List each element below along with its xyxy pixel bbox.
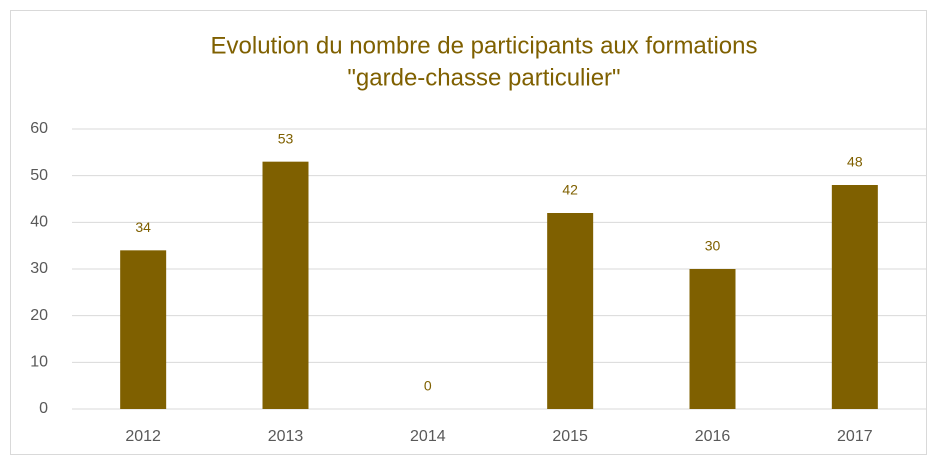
x-tick-label: 2015: [552, 428, 588, 445]
data-label: 30: [705, 238, 721, 254]
x-tick-label: 2013: [268, 428, 304, 445]
y-tick-label: 0: [39, 400, 48, 417]
data-label: 48: [847, 154, 863, 170]
data-label: 53: [278, 130, 294, 146]
bar: [120, 250, 167, 409]
x-tick-label: 2014: [410, 428, 446, 445]
x-tick-label: 2012: [125, 428, 161, 445]
y-tick-label: 20: [30, 307, 48, 324]
x-tick-label: 2017: [837, 428, 873, 445]
data-label: 34: [135, 219, 151, 235]
bar: [689, 269, 736, 409]
y-tick-label: 60: [30, 120, 48, 137]
bar: [547, 213, 594, 409]
bar: [831, 185, 878, 409]
data-label: 0: [424, 378, 432, 394]
y-tick-label: 30: [30, 260, 48, 277]
y-tick-label: 40: [30, 214, 48, 231]
bar: [262, 161, 309, 409]
x-tick-label: 2016: [695, 428, 731, 445]
data-label: 42: [562, 182, 578, 198]
y-tick-label: 50: [30, 167, 48, 184]
chart-title: "garde-chasse particulier": [347, 64, 620, 91]
chart-title: Evolution du nombre de participants aux …: [211, 32, 758, 59]
y-tick-label: 10: [30, 354, 48, 371]
